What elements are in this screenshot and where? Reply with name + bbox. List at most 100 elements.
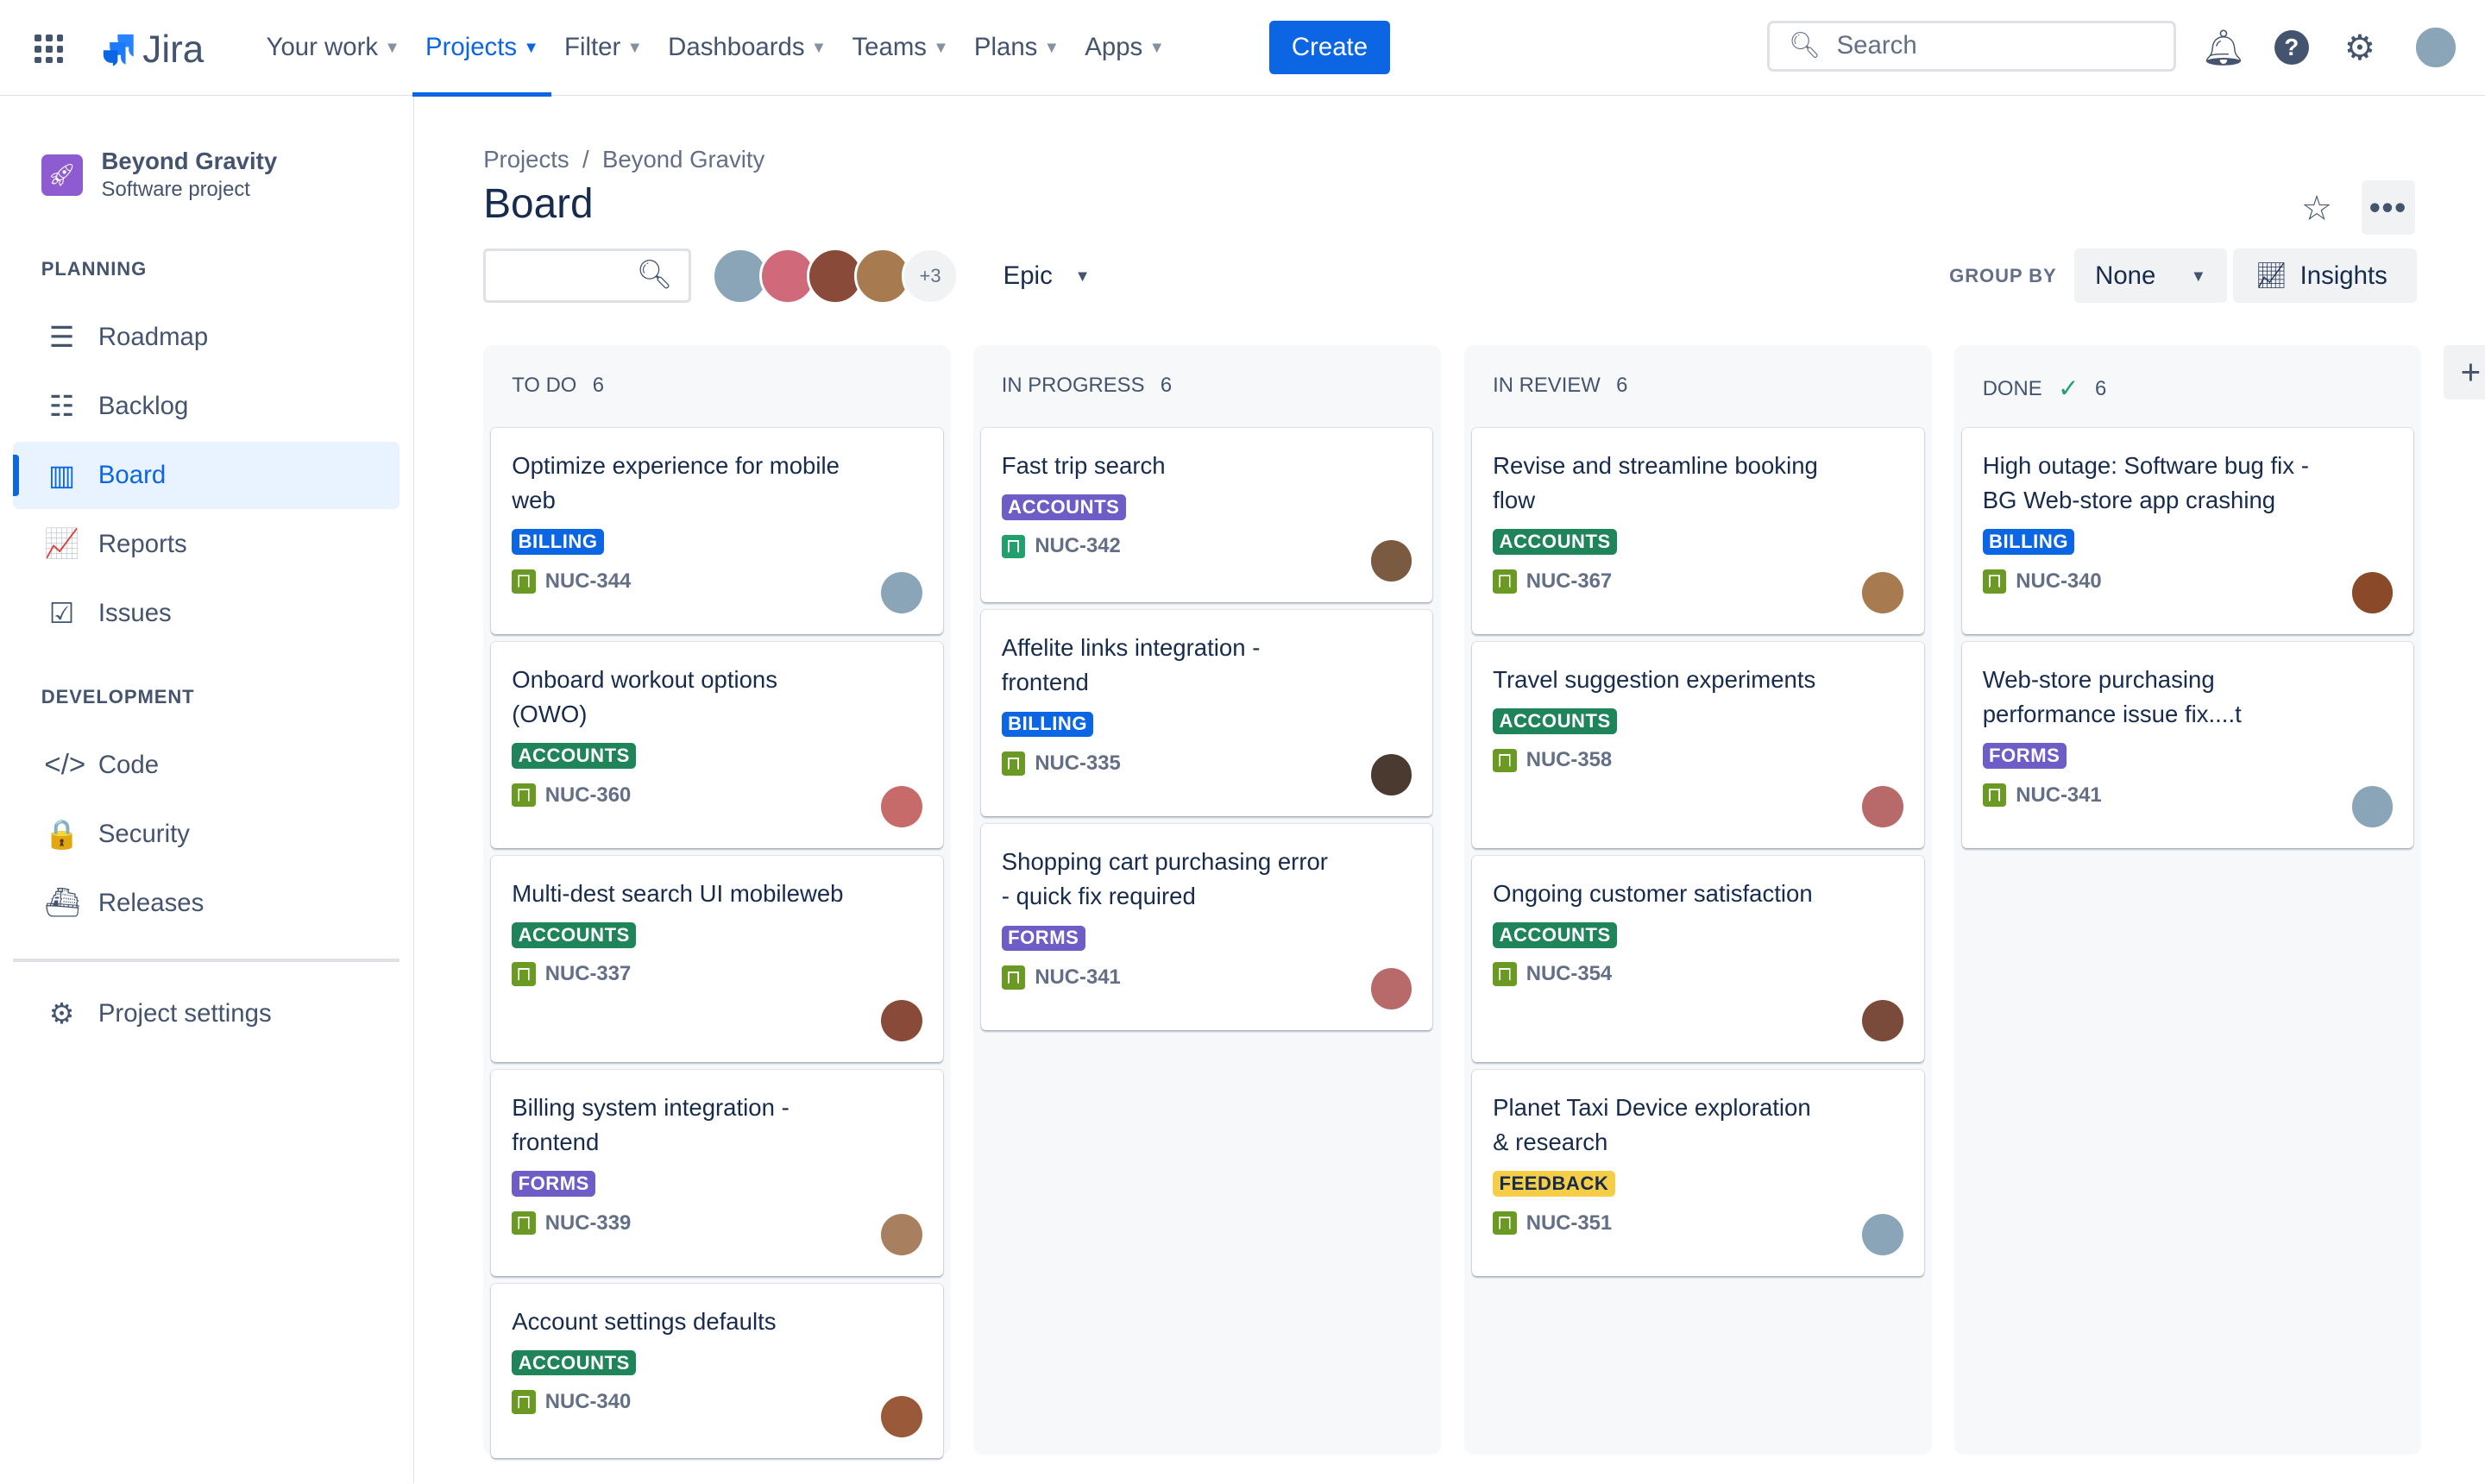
assignee-avatar[interactable] xyxy=(1370,754,1412,795)
sidebar: 🚀︎ Beyond Gravity Software project PLANNI… xyxy=(0,97,415,1484)
sidebar-item-project-settings[interactable]: ⚙ Project settings xyxy=(13,981,399,1047)
assignee-avatar[interactable] xyxy=(881,1213,922,1255)
settings-gear-icon[interactable]: ⚙ xyxy=(2343,28,2375,68)
breadcrumb-projects[interactable]: Projects xyxy=(483,145,569,173)
help-icon[interactable]: ? xyxy=(2273,28,2311,66)
sidebar-item-label: Code xyxy=(98,751,160,780)
assignee-avatar[interactable] xyxy=(1370,540,1412,582)
nav-plans[interactable]: Plans ▼ xyxy=(961,0,1072,95)
column-done: DONE ✓ 6 High outage: Software bug fix - BG… xyxy=(1953,345,2422,1456)
avatar[interactable] xyxy=(806,247,864,305)
avatar[interactable] xyxy=(758,247,816,305)
user-avatar[interactable] xyxy=(2413,25,2458,70)
nav-dashboards[interactable]: Dashboards ▼ xyxy=(655,0,839,95)
story-icon xyxy=(1493,1210,1517,1236)
issue-card[interactable]: Ongoing customer satisfaction ACCOUNTS NUC… xyxy=(1472,855,1924,1062)
sidebar-item-board[interactable]: ▥ Board xyxy=(12,442,399,509)
assignee-avatar[interactable] xyxy=(881,572,922,613)
story-icon xyxy=(1982,783,2007,808)
sidebar-item-roadmap[interactable]: ☰ Roadmap xyxy=(13,305,399,371)
search-placeholder: Search xyxy=(1836,31,1917,60)
nav-filter[interactable]: Filter ▼ xyxy=(551,0,655,95)
chevron-down-icon: ▼ xyxy=(1074,267,1091,286)
nav-teams[interactable]: Teams ▼ xyxy=(840,0,961,95)
assignee-avatar[interactable] xyxy=(881,785,922,827)
column-header: TO DO 6 xyxy=(512,374,604,398)
app-switcher-icon[interactable] xyxy=(35,35,64,64)
assignee-avatar[interactable] xyxy=(1862,572,1903,613)
group-by-select[interactable]: None ▼ xyxy=(2074,248,2227,303)
notifications-bell-icon[interactable]: 🔔︎ xyxy=(2201,27,2246,67)
column-in-review: IN REVIEW 6 Revise and streamline booking … xyxy=(1464,345,1932,1456)
project-type: Software project xyxy=(101,178,250,202)
column-count: 6 xyxy=(592,374,604,398)
avatar[interactable] xyxy=(711,247,769,305)
issue-card[interactable]: Billing system integration - frontend FOR… xyxy=(491,1069,943,1276)
breadcrumb-project[interactable]: Beyond Gravity xyxy=(601,145,765,173)
story-icon xyxy=(1982,569,2007,594)
more-avatars-button[interactable]: +3 xyxy=(902,247,959,305)
issue-card[interactable]: Web-store purchasing performance issue f… xyxy=(1961,641,2414,848)
project-header[interactable]: 🚀︎ Beyond Gravity Software project xyxy=(41,148,277,203)
issue-card[interactable]: Affelite links integration - frontend BIL… xyxy=(980,610,1433,816)
board-search-input[interactable]: 🔍︎ xyxy=(483,248,691,303)
issue-card[interactable]: Account settings defaults ACCOUNTS NUC-340 xyxy=(491,1283,943,1458)
epic-label-badge: ACCOUNTS xyxy=(1493,529,1618,556)
primary-nav: Your work ▼ Projects ▼ Filter ▼ Dashboards ▼ Tea… xyxy=(254,0,1178,97)
sidebar-item-backlog[interactable]: ☷ Backlog xyxy=(13,374,399,440)
check-icon: ✓ xyxy=(2057,374,2079,404)
chevron-down-icon: ▼ xyxy=(810,38,827,57)
column-header: IN PROGRESS 6 xyxy=(1002,374,1172,398)
issue-card[interactable]: Fast trip search ACCOUNTS NUC-342 xyxy=(980,427,1433,602)
issue-key: NUC-340 xyxy=(544,1390,632,1414)
column-count: 6 xyxy=(1160,374,1173,398)
chevron-down-icon: ▼ xyxy=(384,38,400,57)
issue-card[interactable]: Shopping cart purchasing error - quick f… xyxy=(980,824,1433,1030)
card-title: Account settings defaults xyxy=(512,1307,777,1335)
nav-your-work[interactable]: Your work ▼ xyxy=(254,0,412,95)
sidebar-item-releases[interactable]: ⛴ Releases xyxy=(13,870,399,936)
issue-card[interactable]: Multi-dest search UI mobileweb ACCOUNTS NU… xyxy=(491,855,943,1062)
star-icon[interactable]: ☆ xyxy=(2300,187,2333,228)
story-icon xyxy=(1001,534,1026,559)
assignee-avatar[interactable] xyxy=(1862,1213,1903,1255)
issue-card[interactable]: Onboard workout options (OWO) ACCOUNTS NUC… xyxy=(491,641,943,848)
add-column-button[interactable]: + xyxy=(2444,345,2485,399)
nav-projects[interactable]: Projects ▼ xyxy=(412,0,551,97)
nav-apps[interactable]: Apps ▼ xyxy=(1073,0,1178,95)
assignee-avatar[interactable] xyxy=(1862,785,1903,827)
sidebar-item-label: Reports xyxy=(98,529,187,558)
more-actions-button[interactable]: ••• xyxy=(2361,180,2416,235)
chevron-down-icon: ▼ xyxy=(1148,38,1165,57)
epic-label-badge: FEEDBACK xyxy=(1493,1171,1615,1197)
assignee-avatar[interactable] xyxy=(881,1396,922,1437)
issue-card[interactable]: Optimize experience for mobile web BILLIN… xyxy=(491,427,943,634)
search-icon: 🔍︎ xyxy=(636,258,673,291)
sidebar-item-code[interactable]: </> Code xyxy=(13,733,399,799)
sidebar-item-label: Security xyxy=(98,820,190,848)
sidebar-item-security[interactable]: 🔒 Security xyxy=(13,801,399,867)
column-count: 6 xyxy=(1616,374,1628,398)
assignee-avatar[interactable] xyxy=(2351,572,2394,613)
sidebar-item-reports[interactable]: 📈 Reports xyxy=(13,511,399,577)
issue-card[interactable]: Travel suggestion experiments ACCOUNTS NUC… xyxy=(1472,641,1924,848)
nav-label: Dashboards xyxy=(668,33,805,62)
issue-key: NUC-360 xyxy=(544,783,632,807)
jira-logo[interactable]: Jira xyxy=(102,28,204,72)
sidebar-item-issues[interactable]: ☑ Issues xyxy=(13,580,399,646)
assignee-avatar[interactable] xyxy=(1862,999,1903,1041)
sidebar-item-label: Roadmap xyxy=(98,323,209,352)
search-input[interactable]: 🔍︎ Search xyxy=(1766,20,2176,72)
assignee-avatar[interactable] xyxy=(2351,785,2394,827)
epic-filter[interactable]: Epic ▼ xyxy=(1003,261,1091,291)
assignee-avatar[interactable] xyxy=(1370,968,1412,1009)
issue-card[interactable]: Planet Taxi Device exploration & researc… xyxy=(1472,1069,1924,1276)
insights-button[interactable]: 📈︎ Insights xyxy=(2232,248,2417,303)
card-title: Onboard workout options (OWO) xyxy=(512,665,778,728)
chevron-down-icon: ▼ xyxy=(933,38,949,57)
create-button[interactable]: Create xyxy=(1269,20,1390,75)
issue-key: NUC-342 xyxy=(1035,534,1121,558)
issue-card[interactable]: High outage: Software bug fix - BG Web-s… xyxy=(1961,427,2414,634)
assignee-avatar[interactable] xyxy=(881,999,922,1041)
issue-card[interactable]: Revise and streamline booking flow ACCOUN… xyxy=(1472,427,1924,634)
